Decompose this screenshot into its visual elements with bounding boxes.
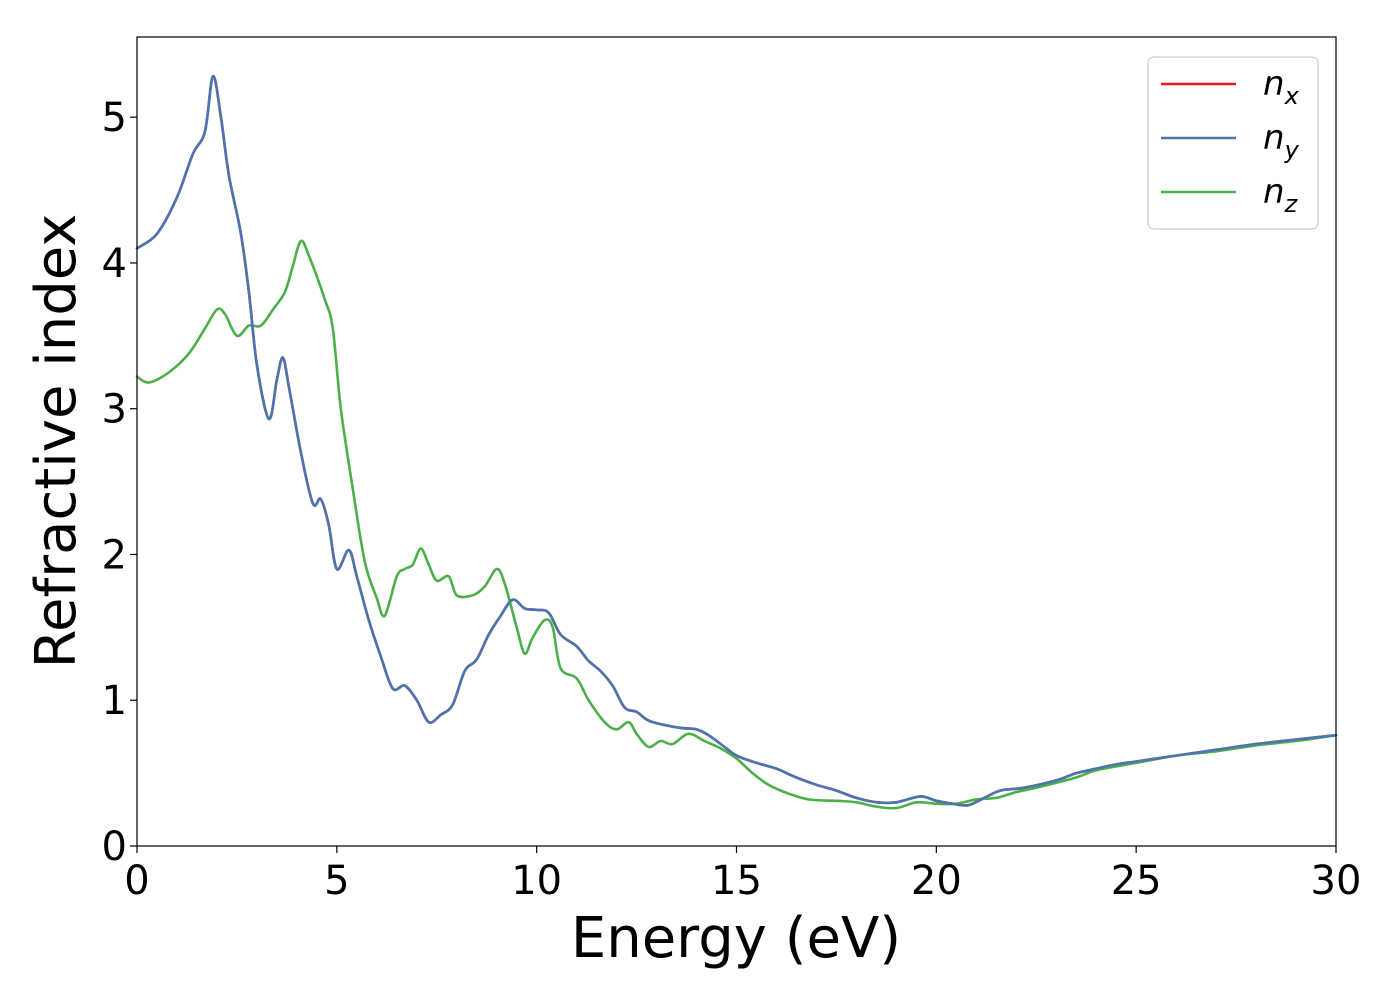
x-tick-label: 5	[324, 858, 349, 904]
plot-background	[137, 37, 1336, 846]
y-tick-label: 4	[102, 241, 127, 287]
plot-frame	[136, 36, 1337, 847]
x-tick-label: 15	[711, 858, 762, 904]
legend-label-n-y: ny	[1263, 118, 1300, 164]
y-tick-label: 0	[102, 824, 127, 870]
y-axis-label: Refractive index	[24, 214, 89, 669]
x-tick-label: 25	[1111, 858, 1162, 904]
series-layer	[135, 75, 1338, 810]
x-tick-label: 20	[911, 858, 962, 904]
axis-layer: 0 5 10 15 20 25 30 0 1 2 3 4 5	[102, 95, 1362, 904]
legend-label-main: n	[1263, 118, 1285, 158]
series-line-n-z	[135, 239, 1338, 810]
x-tick-label: 0	[124, 858, 149, 904]
series-line-n-y	[135, 75, 1338, 807]
legend-box	[1147, 56, 1319, 230]
legend-label-subscript: y	[1284, 136, 1300, 164]
y-tick-label: 2	[102, 532, 127, 578]
y-tick-label: 1	[102, 678, 127, 724]
y-tick-label: 3	[102, 387, 127, 433]
legend-label-n-x: nx	[1263, 64, 1300, 110]
legend-label-subscript: x	[1284, 82, 1300, 110]
legend-label-main: n	[1263, 172, 1285, 212]
legend-label-subscript: z	[1284, 190, 1299, 218]
x-axis-label: Energy (eV)	[571, 906, 901, 971]
y-tick-label: 5	[102, 95, 127, 141]
x-tick-label: 10	[511, 858, 562, 904]
legend-label-n-z: nz	[1263, 172, 1299, 218]
x-tick-label: 30	[1311, 858, 1362, 904]
legend-label-main: n	[1263, 64, 1285, 104]
